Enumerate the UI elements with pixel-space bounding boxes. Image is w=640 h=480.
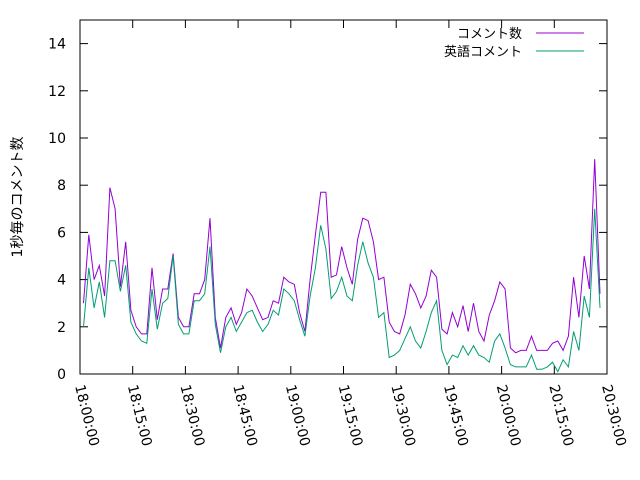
- x-tick-label: 19:45:00: [440, 383, 471, 448]
- y-tick-label: 14: [48, 37, 66, 53]
- x-tick-label: 20:30:00: [598, 383, 629, 448]
- legend-label: 英語コメント: [444, 44, 522, 60]
- x-tick-label: 18:00:00: [71, 383, 102, 448]
- y-tick-label: 4: [57, 273, 66, 289]
- series-layer: [83, 159, 601, 373]
- x-tick-label: 18:30:00: [177, 383, 208, 448]
- x-tick-label: 19:15:00: [335, 383, 366, 448]
- y-tick-label: 10: [48, 131, 66, 147]
- series-line-2: [83, 208, 601, 373]
- y-tick-label: 6: [57, 225, 66, 241]
- x-tick-label: 18:45:00: [229, 383, 260, 448]
- y-axis: 0 2 4 6 8 10 12 14: [48, 37, 607, 383]
- x-tick-label: 19:30:00: [387, 383, 418, 448]
- x-tick-label: 20:15:00: [545, 383, 576, 448]
- y-axis-label: 1秒毎のコメント数: [10, 137, 26, 258]
- series-line-1: [83, 159, 601, 354]
- y-tick-label: 2: [57, 320, 66, 336]
- y-tick-label: 0: [57, 367, 66, 383]
- y-tick-label: 8: [57, 178, 66, 194]
- x-tick-label: 20:00:00: [493, 383, 524, 448]
- x-tick-label: 19:00:00: [282, 383, 313, 448]
- x-axis: 18:00:00 18:15:00 18:30:00 18:45:00 19:00:00…: [71, 20, 629, 448]
- legend-label: コメント数: [457, 27, 522, 42]
- y-tick-label: 12: [48, 84, 66, 100]
- x-tick-label: 18:15:00: [124, 383, 155, 448]
